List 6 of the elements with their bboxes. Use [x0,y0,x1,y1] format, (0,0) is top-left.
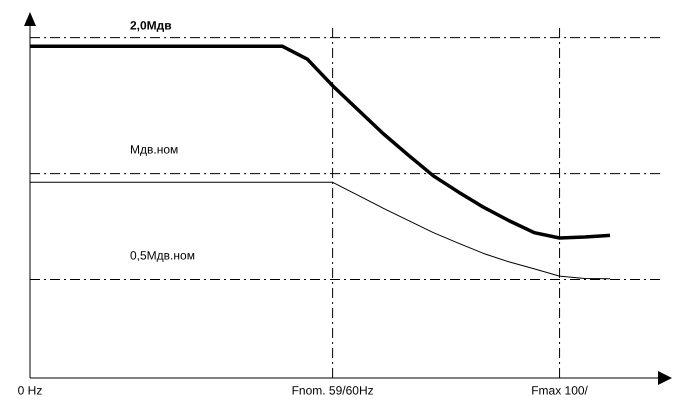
x-tick-label: Fnom. 59/60Hz [292,384,374,398]
ref-line-label: 2,0Мдв [130,18,172,33]
x-tick-label: Fmax 100/ [531,384,589,398]
x-tick-label: 0 Hz [18,384,42,398]
ref-line-label: Мдв.ном [130,142,178,157]
ref-line-label: 0,5Мдв.ном [130,248,195,262]
